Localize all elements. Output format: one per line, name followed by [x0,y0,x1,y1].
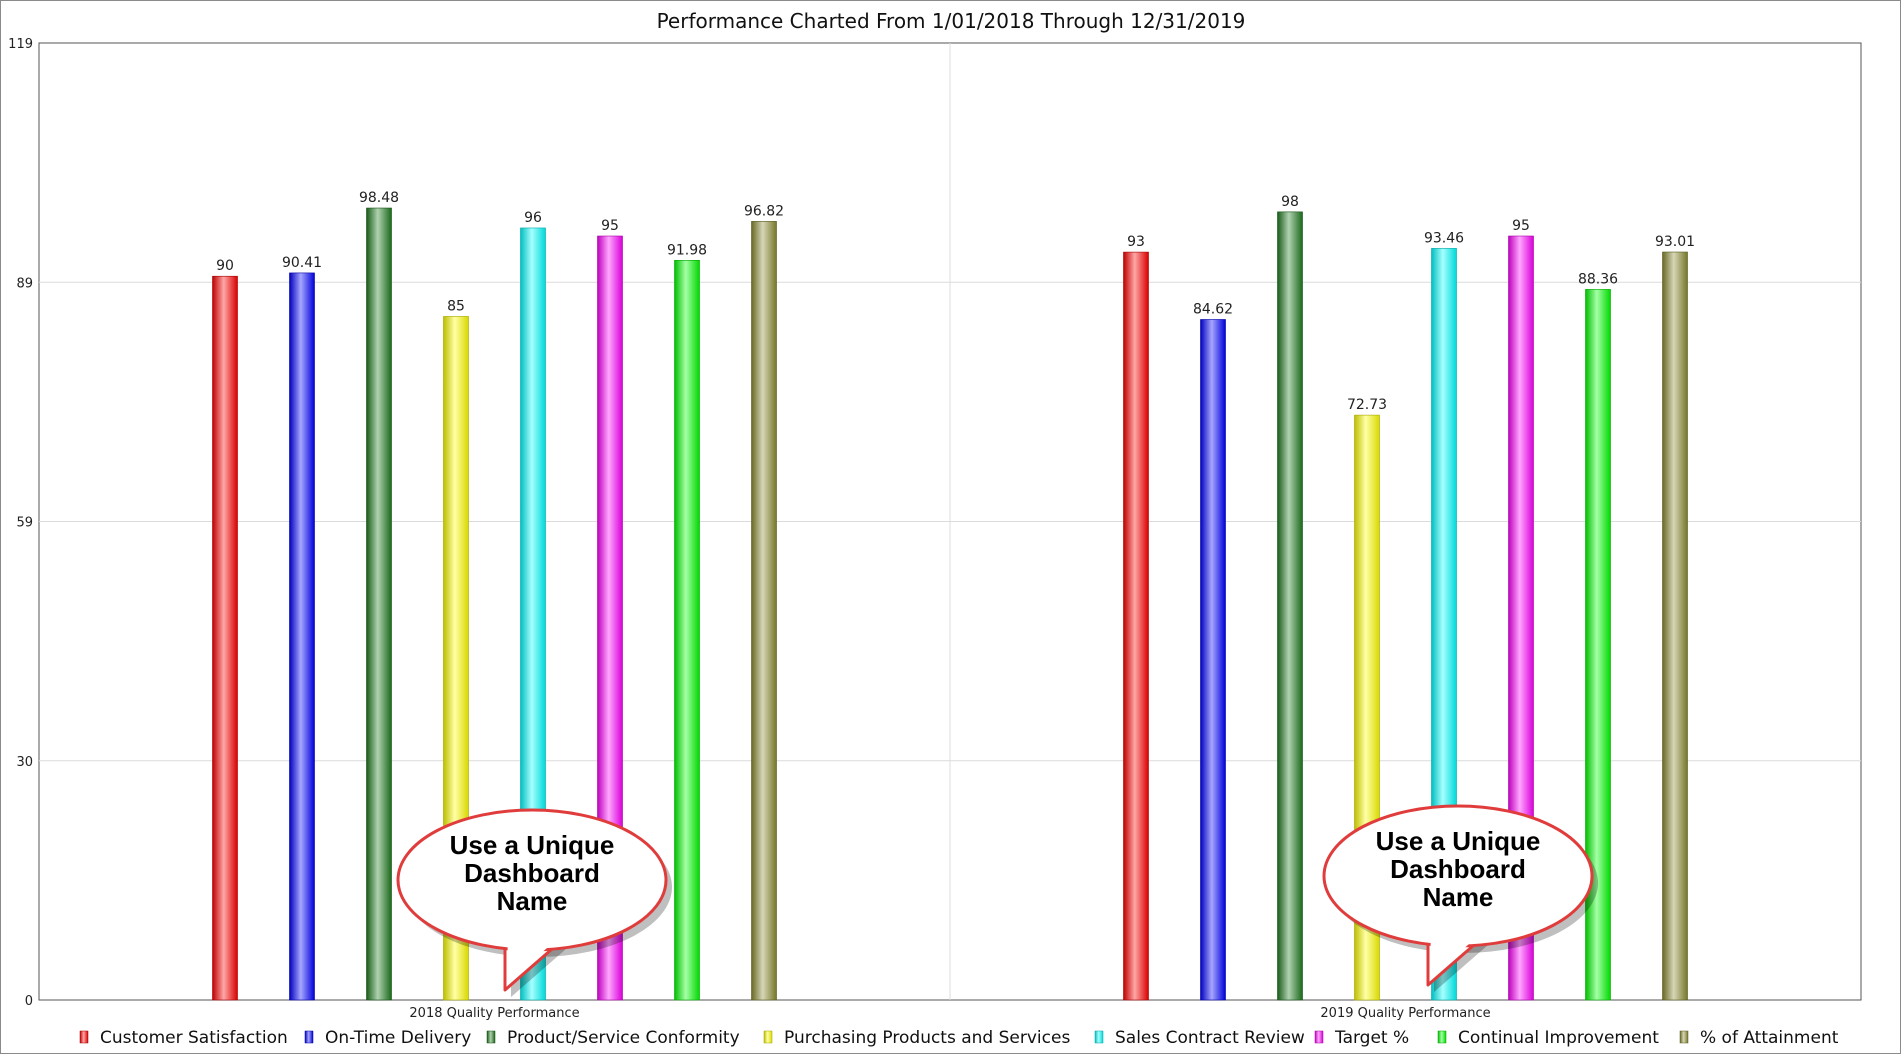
legend-swatch [304,1030,314,1044]
data-label: 98.48 [359,190,399,206]
chart-title: Performance Charted From 1/01/2018 Throu… [657,9,1246,33]
legend-swatch [486,1030,496,1044]
legend-item: Product/Service Conformity [486,1028,740,1048]
y-tick-label: 119 [8,37,33,52]
legend-swatch [763,1030,773,1044]
bar [366,207,392,1001]
legend-item: Continual Improvement [1437,1028,1659,1048]
data-label: 90 [216,258,234,274]
legend-item: Purchasing Products and Services [763,1028,1070,1048]
callout-text: Use a Unique [1376,826,1541,856]
x-category-label: 2018 Quality Performance [409,1006,579,1021]
bar [751,221,777,1001]
y-tick-label: 59 [16,516,33,531]
data-label: 93.01 [1655,234,1695,250]
bar [674,259,700,1001]
callout-text: Use a Unique [450,830,615,860]
data-label: 95 [1512,218,1530,234]
data-label: 93 [1127,234,1145,250]
legend-swatch [1094,1030,1104,1044]
callout-text: Dashboard [1390,854,1526,884]
y-tick-label: 89 [16,276,33,291]
callout-text: Name [497,886,568,916]
legend-swatch [1679,1030,1689,1044]
bar [1662,251,1688,1001]
y-tick-label: 0 [25,994,33,1009]
y-tick-label: 30 [16,755,33,770]
legend-item: On-Time Delivery [304,1028,471,1048]
legend-item: Customer Satisfaction [79,1028,288,1048]
x-category-label: 2019 Quality Performance [1320,1006,1490,1021]
legend-swatch [1437,1030,1447,1044]
data-label: 85 [447,298,465,314]
data-label: 96 [524,210,542,226]
data-label: 88.36 [1578,271,1618,287]
legend-label: Sales Contract Review [1115,1028,1305,1048]
legend-label: On-Time Delivery [325,1028,471,1048]
callout-text: Name [1423,882,1494,912]
data-label: 93.46 [1424,230,1464,246]
bar [1123,251,1149,1001]
legend-label: Purchasing Products and Services [784,1028,1070,1048]
legend-swatch [79,1030,89,1044]
data-label: 98 [1281,194,1299,210]
data-label: 96.82 [744,203,784,219]
legend-swatch [1314,1030,1324,1044]
legend-label: Product/Service Conformity [507,1028,740,1048]
legend-item: Target % [1314,1028,1409,1048]
legend-label: % of Attainment [1700,1028,1839,1048]
legend-label: Target % [1334,1028,1409,1048]
bar [289,272,315,1001]
data-label: 72.73 [1347,397,1387,413]
data-label: 91.98 [667,242,707,258]
data-label: 84.62 [1193,301,1233,317]
legend-label: Continual Improvement [1458,1028,1659,1048]
legend-label: Customer Satisfaction [100,1028,288,1048]
callout-text: Dashboard [464,858,600,888]
data-label: 95 [601,218,619,234]
bar [1200,319,1226,1001]
bar [212,275,238,1001]
legend-item: Sales Contract Review [1094,1028,1305,1048]
bar [1277,211,1303,1001]
data-label: 90.41 [282,255,322,271]
legend-item: % of Attainment [1679,1028,1839,1048]
